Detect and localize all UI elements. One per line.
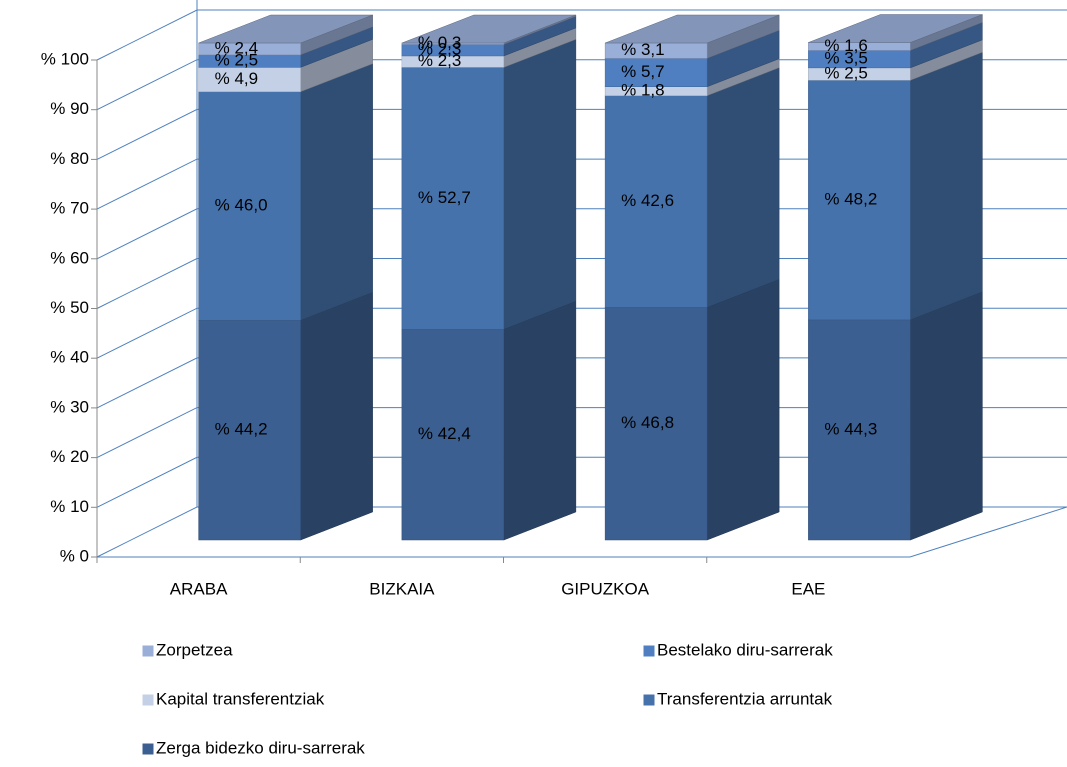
bar-side xyxy=(300,291,373,541)
bar xyxy=(808,80,911,321)
data-label: % 42,6 xyxy=(621,191,674,210)
bar-side xyxy=(706,279,780,541)
bar-top xyxy=(401,14,576,44)
y-tick-label: % 50 xyxy=(50,298,89,317)
legend-swatch xyxy=(642,644,656,658)
y-tick-label: % 100 xyxy=(41,49,89,68)
data-label: % 5,7 xyxy=(621,62,664,81)
data-label: % 2,3 xyxy=(418,51,461,70)
data-label: % 0,3 xyxy=(418,33,461,52)
legend-label: Zorpetzea xyxy=(156,640,233,659)
legend-label: Kapital transferentziak xyxy=(156,689,325,708)
bar-side xyxy=(503,38,577,330)
bar-top xyxy=(198,14,373,44)
bar-side xyxy=(910,291,983,541)
y-tick-label: % 40 xyxy=(50,348,89,367)
data-label: % 46,8 xyxy=(621,413,674,432)
y-tick-label: % 90 xyxy=(50,99,89,118)
legend-swatch xyxy=(141,644,155,658)
bar xyxy=(604,58,708,87)
bar xyxy=(808,319,911,541)
bar xyxy=(604,95,708,308)
data-label: % 4,9 xyxy=(215,69,258,88)
data-label: % 52,7 xyxy=(418,188,471,207)
data-label: % 2,5 xyxy=(215,51,258,70)
data-label: % 1,6 xyxy=(824,36,867,55)
x-tick-label: BIZKAIA xyxy=(369,579,435,598)
y-tick-label: % 80 xyxy=(50,149,89,168)
data-label: % 1,8 xyxy=(621,81,664,100)
y-tick-label: % 60 xyxy=(50,248,89,267)
y-tick-label: % 0 xyxy=(60,546,89,565)
bar-top xyxy=(605,14,780,44)
x-tick-label: GIPUZKOA xyxy=(561,579,650,598)
x-tick-label: EAE xyxy=(791,579,825,598)
bar xyxy=(198,67,301,92)
bar-side xyxy=(706,67,780,308)
floor-line xyxy=(97,506,1067,558)
bar-side xyxy=(503,300,577,541)
y-tick-label: % 10 xyxy=(50,497,89,516)
data-label: % 48,2 xyxy=(824,190,877,209)
data-label: % 3,1 xyxy=(621,40,664,59)
legend-label: Transferentzia arruntak xyxy=(657,689,833,708)
y-tick-label: % 30 xyxy=(50,397,89,416)
bar xyxy=(401,67,505,330)
bar-side xyxy=(910,51,983,321)
bar xyxy=(198,91,301,321)
bar xyxy=(198,320,301,541)
data-label: % 2,4 xyxy=(215,38,258,57)
bar-top xyxy=(808,14,983,43)
data-label: % 44,2 xyxy=(215,420,268,439)
x-tick-label: ARABA xyxy=(170,579,228,598)
legend-label: Bestelako diru-sarrerak xyxy=(657,640,833,659)
y-tick-label: % 20 xyxy=(50,447,89,466)
data-label: % 42,4 xyxy=(418,424,471,443)
data-label: % 2,5 xyxy=(824,64,867,83)
bar xyxy=(401,329,505,541)
y-tick-label: % 70 xyxy=(50,199,89,218)
legend-swatch xyxy=(642,693,656,707)
bar xyxy=(604,307,708,541)
legend-swatch xyxy=(141,742,155,756)
bar-side xyxy=(300,63,373,321)
data-label: % 44,3 xyxy=(824,419,877,438)
legend-label: Zerga bidezko diru-sarrerak xyxy=(156,738,365,757)
legend-swatch xyxy=(141,693,155,707)
data-label: % 3,5 xyxy=(824,49,867,68)
data-label: % 46,0 xyxy=(215,196,268,215)
data-label: % 2,3 xyxy=(418,40,461,59)
